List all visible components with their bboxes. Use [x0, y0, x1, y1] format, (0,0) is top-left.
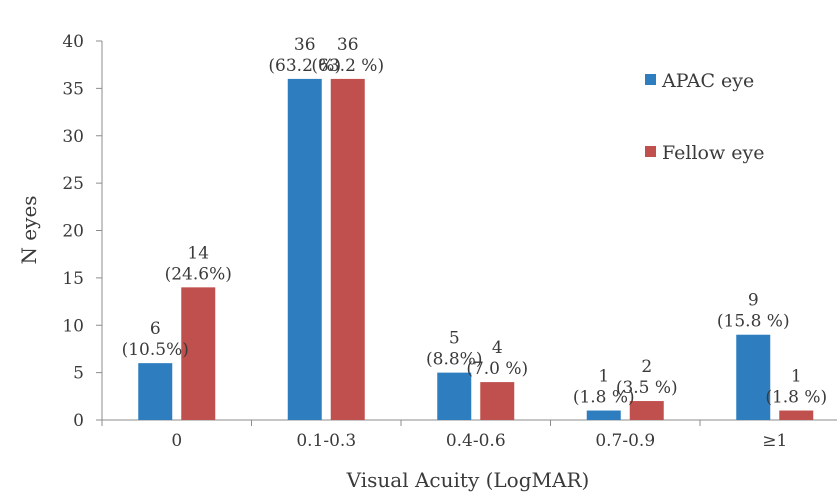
y-axis-title: N eyes	[17, 195, 41, 264]
bar-percent-label: (8.8%)	[426, 350, 482, 370]
bar-value-label: 2	[641, 357, 652, 377]
legend-swatch-fellow	[645, 146, 656, 157]
bar	[629, 401, 664, 420]
y-tick-label: 40	[62, 32, 84, 52]
y-tick-label: 10	[62, 316, 84, 336]
bar-value-label: 6	[150, 319, 161, 339]
bar	[437, 372, 472, 420]
data-labels: 6(10.5%)14(24.6%)36(63.2 %)36(63.2 %)5(8…	[122, 35, 828, 408]
bar-value-label: 1	[791, 367, 802, 387]
y-tick-label: 35	[62, 79, 84, 99]
x-tick-label: 0.1-0.3	[296, 431, 356, 451]
y-tick-label: 30	[62, 127, 84, 147]
bar-value-label: 1	[598, 367, 609, 387]
bar-value-label: 4	[492, 338, 503, 358]
bar-value-label: 14	[187, 243, 209, 263]
legend-swatch-apac	[645, 74, 656, 85]
y-tick-label: 15	[62, 269, 84, 289]
bar-value-label: 5	[449, 329, 460, 349]
bar-percent-label: (63.2 %)	[311, 56, 384, 76]
bar-percent-label: (15.8 %)	[717, 312, 790, 332]
x-tick-label: 0	[171, 431, 182, 451]
y-tick-label: 25	[62, 174, 84, 194]
bar-percent-label: (7.0 %)	[466, 359, 528, 379]
legend: APAC eye Fellow eye	[645, 70, 765, 164]
bar	[480, 382, 515, 420]
y-tick-label: 5	[73, 364, 84, 384]
bar	[779, 410, 814, 420]
bar-percent-label: (3.5 %)	[616, 378, 678, 398]
bar-percent-label: (1.8 %)	[573, 388, 635, 408]
legend-label-apac: APAC eye	[661, 70, 754, 92]
bar-value-label: 36	[294, 35, 316, 55]
bar	[330, 78, 365, 421]
bar	[586, 410, 621, 420]
bar	[181, 287, 216, 420]
x-tick-label: ≥1	[762, 431, 787, 451]
y-tick-label: 20	[62, 222, 84, 242]
bar-value-label: 36	[337, 35, 359, 55]
x-tick-label: 0.7-0.9	[595, 431, 655, 451]
bar-percent-label: (63.2 %)	[268, 56, 341, 76]
legend-label-fellow: Fellow eye	[662, 142, 765, 164]
bar-percent-label: (1.8 %)	[765, 388, 827, 408]
x-ticks: 0 0.1-0.3 0.4-0.6 0.7-0.9 ≥1	[101, 420, 787, 451]
bar-percent-label: (24.6%)	[165, 264, 232, 284]
y-ticks: 0 5 10 15 20 25 30 35 40	[62, 32, 102, 431]
bar	[736, 334, 771, 420]
x-tick-label: 0.4-0.6	[446, 431, 506, 451]
bars	[138, 78, 814, 421]
bar-percent-label: (10.5%)	[122, 340, 189, 360]
bar	[138, 363, 173, 420]
y-tick-label: 0	[73, 411, 84, 431]
x-axis-title: Visual Acuity (LogMAR)	[346, 468, 590, 492]
bar-value-label: 9	[748, 291, 759, 311]
bar	[287, 78, 322, 421]
